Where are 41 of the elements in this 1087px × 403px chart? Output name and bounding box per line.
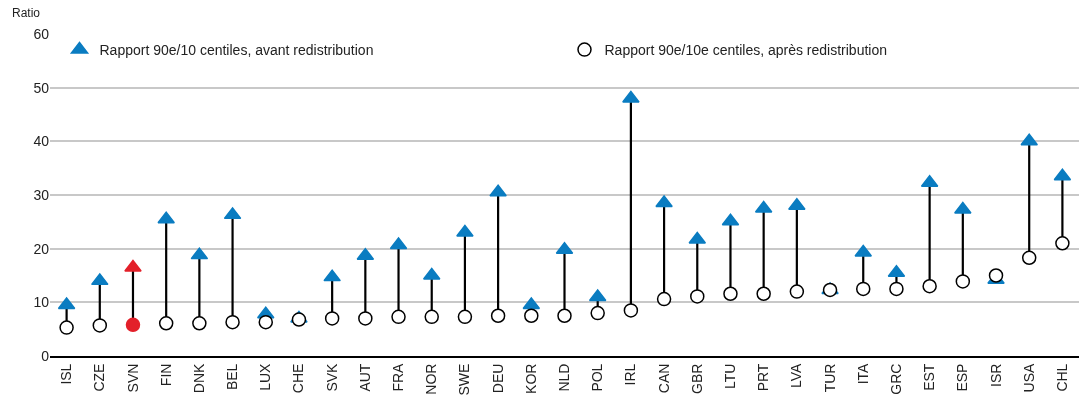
x-tick-label: ISL bbox=[58, 363, 75, 385]
y-tick-label: 30 bbox=[33, 186, 50, 203]
y-tick-label: 40 bbox=[33, 133, 50, 150]
y-tick-label: 60 bbox=[33, 25, 50, 42]
legend-label: Rapport 90e/10e centiles, après redistribution bbox=[604, 42, 888, 59]
x-tick-label: GBR bbox=[688, 363, 705, 394]
x-tick-label: FRA bbox=[390, 362, 407, 392]
x-tick-label: ESP bbox=[954, 363, 971, 392]
y-tick-label: 10 bbox=[33, 294, 50, 311]
y-tick-label: 20 bbox=[33, 240, 50, 257]
x-tick-label: SVN bbox=[124, 363, 141, 393]
x-tick-label: CAN bbox=[655, 363, 672, 394]
x-tick-label: SVK bbox=[323, 362, 340, 392]
x-tick-label: SWE bbox=[456, 363, 473, 396]
x-tick-label: AUT bbox=[356, 363, 373, 392]
x-tick-label: DNK bbox=[190, 362, 207, 394]
x-tick-label: LTU bbox=[722, 363, 739, 390]
x-tick-label: CHE bbox=[290, 363, 307, 394]
y-tick-label: 0 bbox=[41, 347, 50, 364]
x-tick-label: EST bbox=[921, 363, 938, 391]
x-tick-label: DEU bbox=[489, 363, 506, 394]
x-tick-label: KOR bbox=[522, 363, 539, 394]
x-tick-label: CZE bbox=[91, 363, 108, 392]
y-tick-label: 50 bbox=[33, 79, 50, 96]
x-tick-label: GRC bbox=[887, 363, 904, 395]
x-tick-label: ISR bbox=[987, 363, 1004, 387]
x-tick-label: POL bbox=[589, 363, 606, 392]
legend-label: Rapport 90e/10 centiles, avant redistribution bbox=[99, 42, 374, 59]
x-tick-label: IRL bbox=[622, 363, 639, 386]
x-tick-label: BEL bbox=[224, 363, 241, 391]
x-tick-label: PRT bbox=[755, 363, 772, 392]
x-tick-label: ITA bbox=[854, 362, 871, 385]
x-tick-label: USA bbox=[1020, 362, 1037, 393]
y-axis-title: Ratio bbox=[12, 6, 41, 20]
x-tick-label: LUX bbox=[257, 362, 274, 391]
x-tick-label: CHL bbox=[1053, 363, 1070, 392]
x-tick-label: NLD bbox=[556, 363, 573, 392]
x-tick-label: LVA bbox=[788, 362, 805, 388]
x-tick-label: NOR bbox=[423, 363, 440, 395]
x-tick-label: FIN bbox=[157, 363, 174, 387]
x-tick-label: TUR bbox=[821, 363, 838, 393]
